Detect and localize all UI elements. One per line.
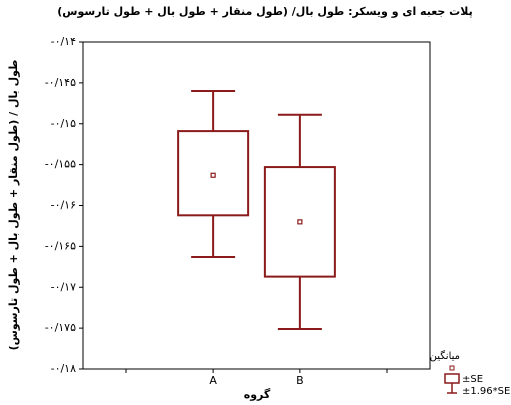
y-tick-label: -۰/۱۵ bbox=[51, 117, 76, 130]
y-tick-label: -۰/۱۶۵ bbox=[45, 239, 76, 252]
legend-label: ±1.96*SE bbox=[462, 386, 510, 397]
y-tick-label: -۰/۱۴ bbox=[51, 35, 76, 48]
legend-label: میانگین bbox=[430, 350, 460, 362]
y-tick-label: -۰/۱۷ bbox=[51, 280, 76, 293]
legend-mean-icon bbox=[449, 365, 455, 371]
y-tick-label: -۰/۱۶ bbox=[51, 199, 76, 212]
se-box bbox=[263, 166, 336, 278]
legend-label: ±SE bbox=[462, 374, 483, 385]
se-box bbox=[177, 130, 250, 217]
x-tick-label: B bbox=[296, 374, 304, 387]
y-tick-label: -۰/۱۴۵ bbox=[45, 76, 76, 89]
chart-title: پلات جعبه ای و ویسکر: طول بال/ (طول منقا… bbox=[57, 5, 472, 18]
y-axis-label: طول بال / (طول منقار + طول بال + طول تار… bbox=[7, 60, 20, 351]
legend-se-icon bbox=[444, 373, 460, 384]
plot-frame bbox=[82, 41, 431, 370]
x-axis-label: گروه bbox=[244, 388, 271, 401]
mean-marker bbox=[210, 172, 216, 178]
y-tick-label: -۰/۱۷۵ bbox=[45, 321, 76, 334]
mean-marker bbox=[297, 219, 303, 225]
y-tick-label: -۰/۱۸ bbox=[51, 362, 76, 375]
y-tick-label: -۰/۱۵۵ bbox=[45, 158, 76, 171]
x-tick-label: A bbox=[209, 374, 217, 387]
